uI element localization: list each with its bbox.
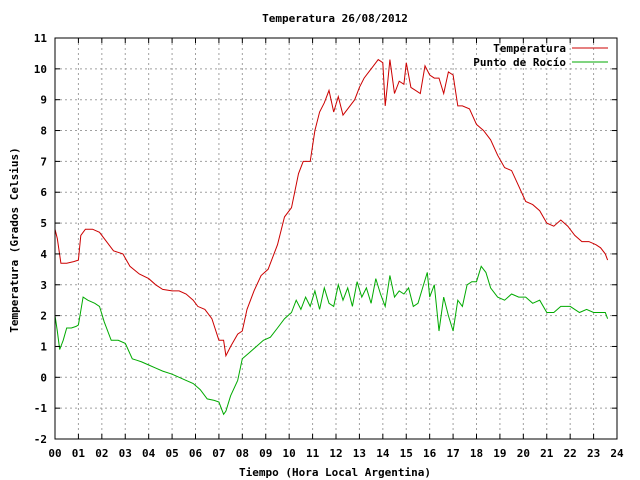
x-tick-label: 09	[259, 447, 272, 460]
y-tick-label: 9	[40, 94, 47, 107]
x-tick-label: 13	[353, 447, 366, 460]
y-tick-label: 10	[34, 63, 47, 76]
x-tick-label: 16	[423, 447, 437, 460]
x-tick-label: 07	[212, 447, 225, 460]
y-tick-label: 3	[40, 279, 47, 292]
x-tick-label: 04	[142, 447, 156, 460]
x-tick-label: 00	[48, 447, 61, 460]
legend-label-temperatura: Temperatura	[493, 42, 566, 55]
x-tick-label: 24	[610, 447, 624, 460]
y-tick-label: 2	[40, 310, 47, 323]
y-axis-label: Temperatura (Grados Celsius)	[8, 147, 21, 332]
x-tick-label: 15	[400, 447, 413, 460]
y-tick-label: 0	[40, 371, 47, 384]
series-layer	[54, 58, 609, 416]
y-tick-label: 11	[34, 32, 48, 45]
x-tick-label: 06	[189, 447, 203, 460]
series-line-punto-de-rocio	[54, 265, 609, 416]
x-tick-label: 23	[587, 447, 600, 460]
tick-labels: 00 01 02 03 04 05 06 07 08 09 10 11 12 13 14 15 16 17 18 19…	[34, 32, 624, 460]
y-tick-label: 8	[40, 125, 47, 138]
series-line-temperatura	[54, 58, 609, 358]
y-tick-label: 6	[40, 186, 47, 199]
x-tick-label: 14	[376, 447, 390, 460]
x-tick-label: 05	[165, 447, 178, 460]
legend-label-punto-de-rocio: Punto de Rocío	[473, 56, 566, 69]
x-tick-label: 22	[564, 447, 577, 460]
legend: Temperatura Punto de Rocío	[473, 42, 608, 69]
y-tick-label: -1	[34, 402, 48, 415]
y-tick-label: 1	[40, 340, 47, 353]
x-tick-label: 10	[283, 447, 296, 460]
axis-ticks	[54, 37, 618, 440]
grid-lines	[55, 38, 617, 439]
x-tick-label: 01	[72, 447, 86, 460]
x-tick-label: 02	[95, 447, 108, 460]
x-axis-label: Tiempo (Hora Local Argentina)	[239, 466, 431, 479]
x-tick-label: 20	[517, 447, 530, 460]
y-tick-label: 7	[40, 155, 47, 168]
y-tick-label: -2	[34, 433, 47, 446]
x-tick-label: 21	[540, 447, 554, 460]
x-tick-label: 11	[306, 447, 320, 460]
x-tick-label: 08	[236, 447, 249, 460]
x-tick-label: 18	[470, 447, 483, 460]
chart-title: Temperatura 26/08/2012	[262, 12, 408, 25]
y-tick-label: 4	[40, 248, 47, 261]
x-tick-label: 19	[493, 447, 506, 460]
x-tick-label: 03	[119, 447, 132, 460]
x-tick-label: 12	[329, 447, 342, 460]
x-tick-label: 17	[446, 447, 459, 460]
y-tick-label: 5	[40, 217, 47, 230]
